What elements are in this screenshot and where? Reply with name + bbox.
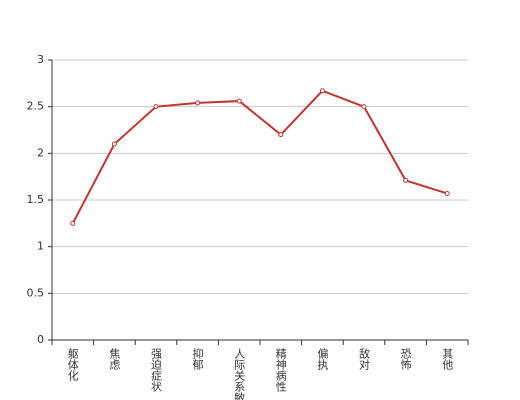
point	[70, 220, 76, 226]
y-tick-label: 3	[37, 53, 44, 66]
line	[71, 89, 448, 224]
x-tick-label: 躯体化	[66, 348, 79, 382]
y-tick-label: 0	[37, 333, 44, 346]
x-tick-label: 其他	[441, 348, 454, 370]
y-tick-label: 1.5	[27, 193, 45, 206]
x-tick-label: 人际关系敏感	[233, 348, 246, 400]
y-tick-label: 0.5	[27, 286, 45, 299]
point	[444, 190, 450, 196]
y-tick-label: 2	[37, 146, 44, 159]
point	[403, 177, 409, 183]
point	[195, 100, 201, 106]
point	[153, 104, 159, 110]
x-tick-label: 恐怖	[399, 348, 412, 370]
x-tick-label: 抑郁	[191, 347, 204, 370]
point	[111, 141, 117, 147]
x-tick-label: 焦虑	[108, 348, 121, 370]
point	[319, 88, 325, 94]
x-tick-label: 偏执	[316, 347, 329, 371]
point	[361, 104, 367, 110]
y-tick-label: 1	[37, 240, 44, 253]
x-tick-label: 敌对	[358, 347, 371, 370]
point	[236, 98, 242, 104]
y-tick-label: 2.5	[27, 100, 45, 113]
x-tick-label: 精神病性	[274, 348, 287, 393]
x-tick-label: 强迫症状	[150, 348, 163, 392]
point	[278, 132, 284, 138]
